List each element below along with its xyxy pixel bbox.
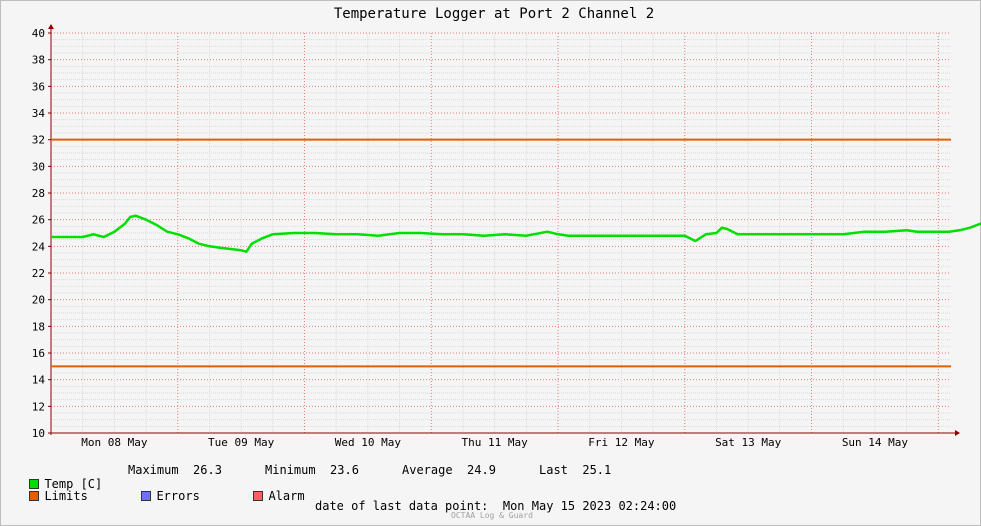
legend-swatch-alarm	[253, 490, 264, 501]
x-axis-arrow	[955, 430, 960, 436]
legend-last: Last 25.1	[539, 463, 611, 477]
chart-axes	[48, 24, 960, 436]
y-tick-label: 16	[32, 347, 45, 360]
average-value: 24.9	[467, 463, 496, 477]
last-data-point: date of last data point: Mon May 15 2023…	[315, 499, 676, 513]
legend-limits-label: Limits	[44, 489, 88, 503]
x-tick-label: Sun 14 May	[842, 436, 909, 449]
legend-average: Average 24.9	[402, 463, 496, 477]
minimum-label: Minimum	[265, 463, 316, 477]
y-tick-label: 12	[32, 400, 45, 413]
x-axis-ticks: Mon 08 May Tue 09 May Wed 10 May Thu 11 May…	[81, 436, 908, 449]
x-tick-label: Sat 13 May	[715, 436, 782, 449]
y-tick-label: 34	[32, 107, 46, 120]
x-tick-label: Thu 11 May	[462, 436, 529, 449]
legend-row-1: Temp [C]	[15, 463, 102, 491]
last-data-point-label: date of last data point:	[315, 499, 489, 513]
credit-text: OCTAA Log & Guard	[451, 511, 533, 520]
temp-series-line	[51, 214, 981, 253]
y-tick-label: 40	[32, 27, 45, 40]
minimum-value: 23.6	[330, 463, 359, 477]
maximum-value: 26.3	[193, 463, 222, 477]
y-tick-label: 28	[32, 187, 45, 200]
legend-minimum: Minimum 23.6	[265, 463, 359, 477]
y-tick-label: 18	[32, 320, 45, 333]
y-tick-label: 26	[32, 214, 45, 227]
x-tick-label: Wed 10 May	[335, 436, 402, 449]
average-label: Average	[402, 463, 453, 477]
legend-swatch-temp	[29, 478, 40, 489]
y-tick-label: 22	[32, 267, 45, 280]
y-tick-label: 14	[32, 374, 46, 387]
y-tick-label: 36	[32, 80, 45, 93]
chart-grid	[50, 32, 951, 434]
legend-alarm-label: Alarm	[268, 489, 305, 503]
legend-limits: Limits	[15, 475, 88, 503]
legend-swatch-limits	[29, 490, 40, 501]
y-tick-label: 20	[32, 294, 45, 307]
series-group	[51, 214, 981, 253]
last-data-point-value: Mon May 15 2023 02:24:00	[502, 499, 677, 513]
last-value: 25.1	[582, 463, 612, 477]
legend-errors: Errors	[127, 475, 200, 503]
y-tick-label: 32	[32, 134, 45, 147]
legend-maximum: Maximum 26.3	[128, 463, 222, 477]
y-axis-arrow	[48, 24, 54, 29]
legend-alarm: Alarm	[239, 475, 305, 503]
legend-temp-label: Temp [C]	[44, 477, 103, 491]
x-tick-label: Mon 08 May	[81, 436, 148, 449]
y-tick-label: 24	[32, 240, 46, 253]
legend-errors-label: Errors	[156, 489, 200, 503]
x-tick-label: Fri 12 May	[588, 436, 655, 449]
chart-title: Temperature Logger at Port 2 Channel 2	[334, 6, 654, 22]
y-axis-ticks: 10 12 14 16 18 20 22 24 26 28 30 32 34 36 38 40	[32, 27, 51, 440]
x-tick-label: Tue 09 May	[208, 436, 275, 449]
limit-lines	[51, 138, 951, 368]
last-label: Last	[539, 463, 568, 477]
maximum-label: Maximum	[128, 463, 179, 477]
y-tick-label: 10	[32, 427, 45, 440]
legend-swatch-errors	[141, 490, 152, 501]
y-tick-label: 38	[32, 54, 45, 67]
y-tick-label: 30	[32, 160, 45, 173]
